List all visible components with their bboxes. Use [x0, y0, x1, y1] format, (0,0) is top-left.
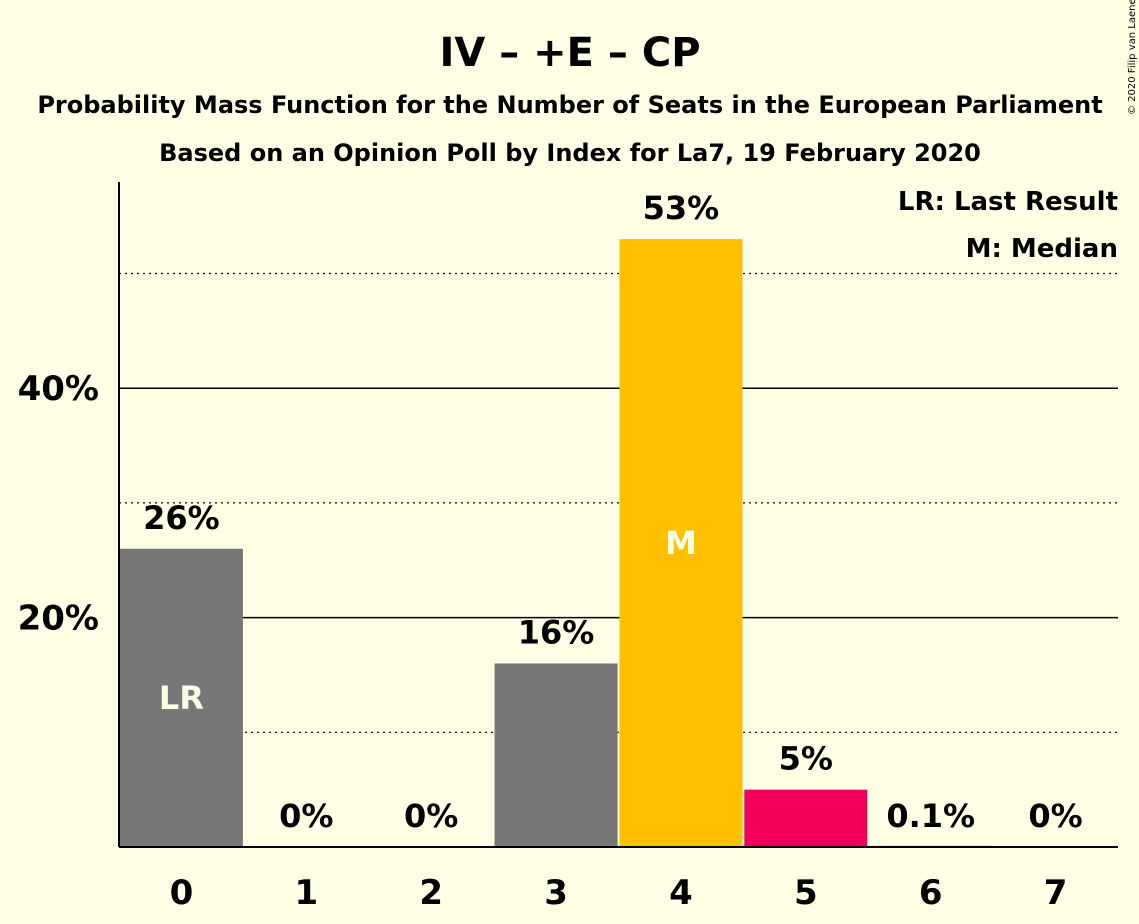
gridlines: [119, 272, 1118, 733]
bar-value-label-2: 0%: [404, 797, 458, 835]
bar-value-label-6: 0.1%: [886, 797, 975, 835]
legend-last-result: LR: Last Result: [898, 187, 1118, 217]
y-tick-label-1: 40%: [18, 369, 99, 409]
bar-5: [744, 789, 868, 847]
legend-median: M: Median: [966, 234, 1118, 264]
bar-3: [494, 663, 618, 847]
bar-value-label-3: 16%: [518, 613, 595, 651]
x-tick-label-6: 6: [919, 873, 943, 913]
x-tick-label-1: 1: [294, 873, 318, 913]
bar-value-label-1: 0%: [279, 797, 333, 835]
bar-value-label-4: 53%: [643, 189, 720, 227]
bar-value-label-7: 0%: [1028, 797, 1082, 835]
y-tick-label-0: 20%: [18, 599, 99, 639]
x-tick-label-5: 5: [794, 873, 818, 913]
labels: 26% LR 0 0% 1 0% 2 16% 3 53% M 4 5% 5 0.1% 6 0% 7 20% 40%: [18, 189, 1083, 913]
chart-title: IV – +E – CP: [439, 30, 700, 76]
bar-tag-0: LR: [159, 679, 204, 717]
x-tick-label-4: 4: [669, 873, 693, 913]
x-tick-label-3: 3: [544, 873, 568, 913]
bar-0: [119, 548, 243, 847]
x-tick-label-0: 0: [170, 873, 194, 913]
bar-tag-4: M: [665, 524, 697, 562]
bar-value-label-0: 26%: [143, 499, 220, 537]
copyright-note: © 2020 Filip van Laenen: [1127, 0, 1138, 115]
x-tick-label-7: 7: [1044, 873, 1068, 913]
chart-subtitle: Probability Mass Function for the Number…: [37, 91, 1102, 119]
axes: [118, 182, 1118, 848]
bar-value-label-5: 5%: [779, 740, 833, 778]
x-tick-label-2: 2: [419, 873, 443, 913]
chart-subtitle-source: Based on an Opinion Poll by Index for La…: [159, 139, 981, 167]
bar-4: [619, 239, 743, 848]
bars: [119, 239, 993, 848]
